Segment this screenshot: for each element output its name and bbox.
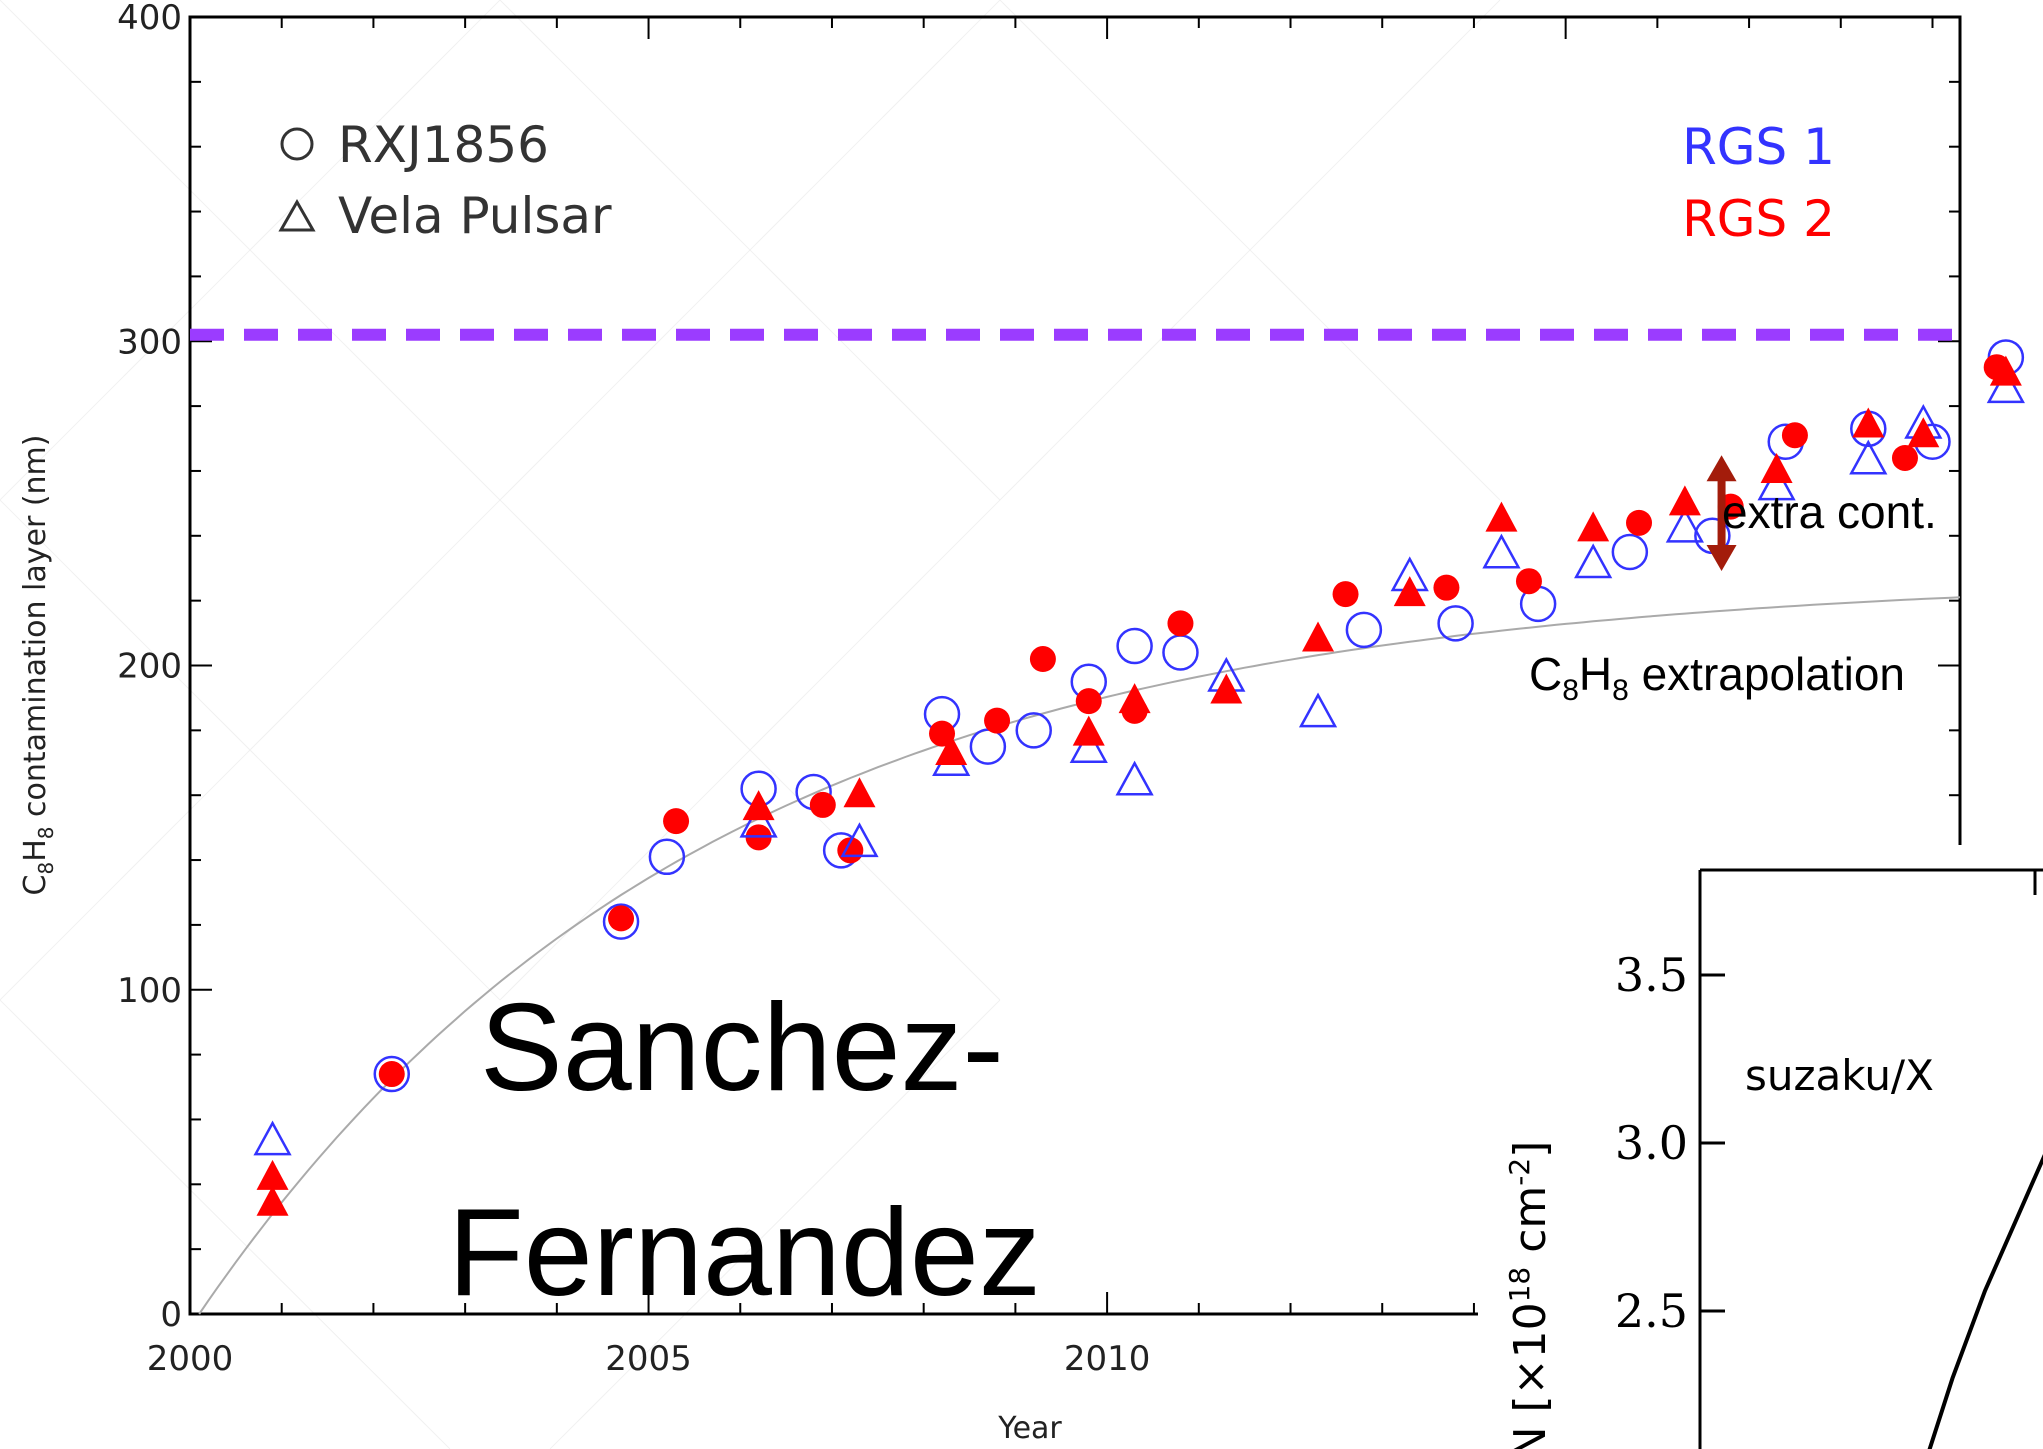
background-lattice [0, 0, 1501, 1449]
y-tick-label: 100 [117, 971, 182, 1011]
legend-label-vela: Vela Pulsar [338, 187, 612, 245]
data-point [1072, 715, 1105, 746]
data-point [1577, 511, 1610, 542]
legend-label-rgs2: RGS 2 [1682, 190, 1835, 248]
legend-triangle-icon [278, 198, 316, 232]
inset-background [1478, 845, 2043, 1449]
data-point [1332, 581, 1359, 608]
inset-y-tick-label: 2.5 [1615, 1284, 1688, 1338]
data-point [1626, 509, 1653, 536]
data-point [256, 1159, 289, 1190]
legend-label-rxj1856: RXJ1856 [338, 116, 549, 174]
inset-series-line [1927, 1153, 2043, 1449]
legend-circle-icon [280, 127, 314, 161]
data-point [1433, 574, 1460, 601]
data-point [809, 791, 836, 818]
data-point [1986, 368, 2025, 404]
author-name-line2: Fernandez [448, 1184, 1041, 1322]
data-point [1757, 465, 1796, 501]
author-name-line1: Sanchez- [480, 979, 1004, 1117]
x-tick-label: 2010 [1064, 1339, 1151, 1379]
y-tick-label: 200 [117, 647, 182, 687]
data-point [373, 1055, 411, 1093]
data-point [840, 822, 879, 858]
data-point [1515, 568, 1542, 595]
data-point [1891, 444, 1918, 471]
data-point [608, 905, 635, 932]
data-point [739, 802, 778, 838]
data-point [256, 1185, 289, 1216]
legend-markers: RXJ1856 Vela Pulsar [278, 116, 612, 245]
data-point [1069, 728, 1108, 764]
inset-y-tick-labels: 2.02.53.03.5 [1615, 948, 1688, 1338]
data-point [1574, 543, 1613, 579]
data-point [1210, 673, 1243, 704]
data-point [1760, 452, 1793, 483]
data-point [1989, 355, 2022, 386]
data-point [1393, 576, 1426, 607]
data-point [1162, 634, 1199, 671]
y-tick-label: 0 [160, 1295, 182, 1335]
data-point [253, 1120, 292, 1156]
data-point [1482, 533, 1521, 569]
data-point [1345, 611, 1383, 649]
data-point [648, 838, 686, 876]
data-point [1611, 533, 1649, 571]
data-point [1852, 407, 1885, 438]
data-point [1118, 683, 1151, 714]
extrapolation-label: C8H8 extrapolation [1529, 648, 1905, 707]
data-point [1029, 646, 1056, 673]
data-point [1116, 627, 1153, 665]
inset-y-tick-label: 3.5 [1615, 948, 1688, 1002]
data-point [1075, 688, 1102, 715]
x-tick-labels: 2000200520102015 [147, 1339, 1609, 1379]
x-tick-label: 2005 [605, 1339, 692, 1379]
legend-label-rgs1: RGS 1 [1682, 118, 1835, 176]
y-tick-labels: 0 100 200 300 400 [117, 0, 182, 1335]
data-point [1302, 621, 1335, 652]
x-tick-label: 2000 [147, 1339, 234, 1379]
data-point [1668, 485, 1701, 516]
data-point [1437, 605, 1474, 642]
inset-chart: 2.02.53.03.5 suzaku/X N [×1018 cm-2] [1478, 845, 2043, 1449]
data-point [935, 735, 968, 766]
legend-instruments: RGS 1 RGS 2 [1682, 118, 1835, 248]
extra-cont-label: extra cont. [1722, 486, 1937, 538]
data-point [1849, 439, 1888, 475]
inset-y-axis-title: N [×1018 cm-2] [1503, 1141, 1556, 1449]
data-point [1015, 712, 1052, 749]
data-point [663, 808, 690, 835]
data-point [1781, 422, 1808, 449]
y-axis-title: C8H8 contamination layer (nm) [18, 435, 58, 896]
data-point [378, 1061, 405, 1088]
data-point [984, 707, 1011, 734]
y-tick-label: 300 [117, 322, 182, 362]
data-point [602, 903, 640, 940]
data-point [1485, 501, 1518, 532]
data-point [1907, 417, 1940, 448]
inset-y-tick-label: 3.0 [1615, 1116, 1688, 1170]
data-point [742, 790, 775, 821]
x-axis-title: Year [997, 1411, 1062, 1446]
data-point [1115, 760, 1154, 796]
inset-y-ticks [1700, 973, 1725, 1313]
y-tick-label: 400 [117, 0, 182, 38]
inset-title: suzaku/X [1745, 1051, 1934, 1100]
data-point [1298, 692, 1338, 728]
data-point [1167, 610, 1194, 637]
data-points [253, 339, 2025, 1216]
data-point [969, 728, 1007, 765]
data-point [1665, 507, 1704, 543]
data-point [843, 777, 876, 808]
extra-contamination-arrow [1706, 455, 1737, 571]
